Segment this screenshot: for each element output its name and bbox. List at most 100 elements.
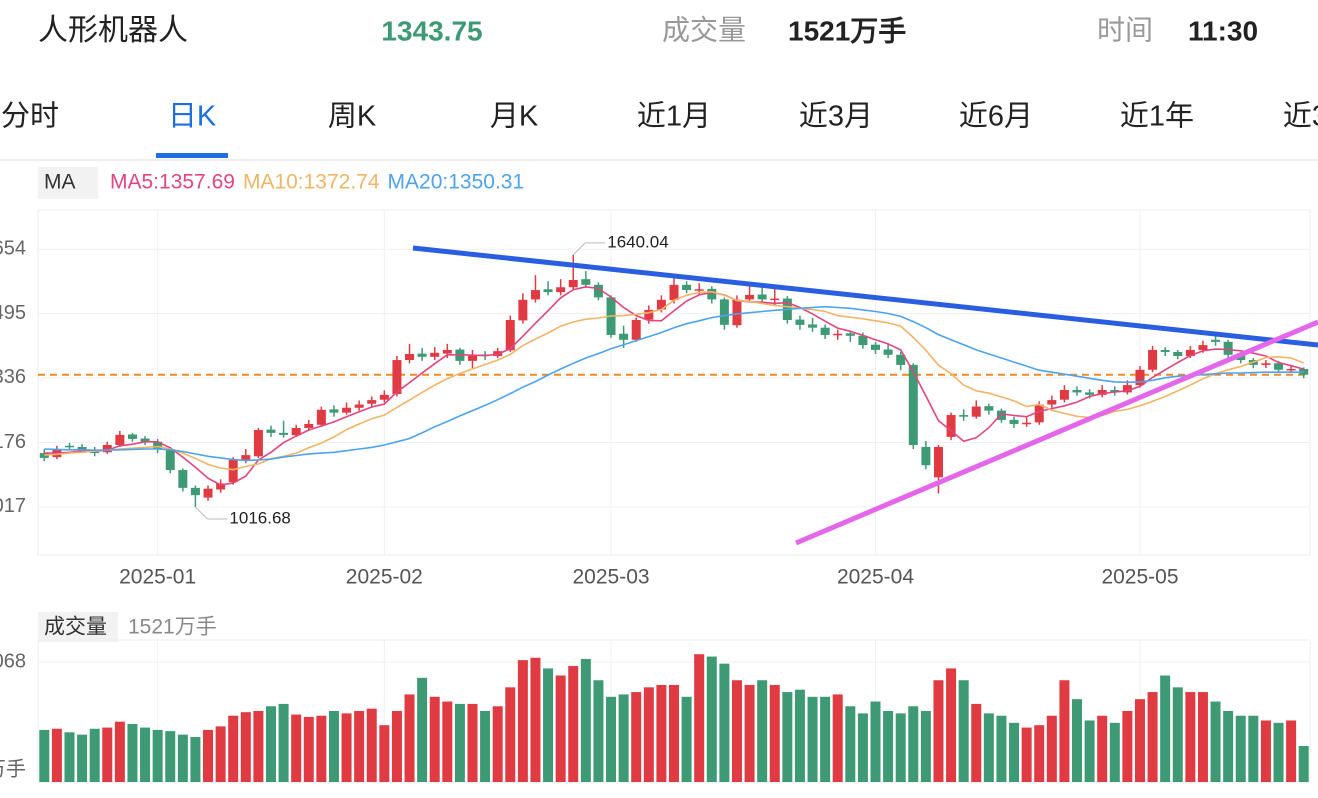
volume-bar xyxy=(618,694,629,782)
candle-body xyxy=(1299,368,1309,375)
candle-body xyxy=(153,441,163,450)
candle-body xyxy=(178,470,188,488)
x-tick-label: 2025-02 xyxy=(346,566,423,589)
volume-bar xyxy=(794,689,805,782)
volume-bar xyxy=(127,724,138,782)
volume-bar xyxy=(1248,715,1259,782)
candle-body xyxy=(279,432,289,435)
legend-entry: MA20:1350.31 xyxy=(388,171,525,194)
volume-bar xyxy=(1134,699,1145,782)
candle-body xyxy=(820,327,830,335)
x-tick-label: 2025-04 xyxy=(837,566,914,589)
volume-bar xyxy=(958,680,969,782)
candle-body xyxy=(1160,349,1170,352)
candle-body xyxy=(467,354,477,361)
volume-bar xyxy=(341,713,352,782)
candle-body xyxy=(64,445,74,448)
volume-bar xyxy=(1009,722,1020,782)
volume-bar xyxy=(769,684,780,782)
candle-body xyxy=(1173,351,1183,357)
volume-bar xyxy=(77,734,88,782)
candle-body xyxy=(304,423,314,429)
tab[interactable]: 近6月 xyxy=(959,100,1033,133)
volume-bar xyxy=(920,711,931,782)
volume-bar xyxy=(593,680,604,782)
tab[interactable]: 分时 xyxy=(1,100,59,133)
candle-body xyxy=(631,320,641,340)
candle-body xyxy=(203,488,213,498)
volume-bar xyxy=(165,731,176,782)
volume-bar xyxy=(706,656,717,782)
candle-body xyxy=(908,364,918,445)
volume-bar xyxy=(303,716,314,782)
volume-bar xyxy=(102,727,113,782)
volume-bar xyxy=(543,668,554,782)
ma-line xyxy=(44,285,1304,486)
ma-line xyxy=(44,305,1304,462)
volume-bar xyxy=(946,668,957,782)
candle-body xyxy=(757,294,767,300)
candle-body xyxy=(102,444,112,453)
candle-body xyxy=(644,309,654,320)
candle-body xyxy=(291,428,301,436)
volume-bar xyxy=(908,706,919,782)
volume-bar xyxy=(631,692,642,782)
tab[interactable]: 近1月 xyxy=(637,100,711,133)
candle-body xyxy=(379,394,389,400)
candle-body xyxy=(392,360,402,395)
candle-body xyxy=(1085,392,1095,395)
volume-bar xyxy=(681,696,692,782)
tab[interactable]: 月K xyxy=(490,101,539,133)
candle-body xyxy=(845,333,855,336)
volume-bar xyxy=(442,701,453,782)
volume-bar xyxy=(1109,722,1120,782)
volume-bar xyxy=(278,703,289,782)
candle-body xyxy=(656,299,666,310)
candle-body xyxy=(593,284,603,298)
candle-body xyxy=(417,353,427,357)
candle-body xyxy=(1185,349,1195,357)
candle-body xyxy=(745,294,755,300)
volume-box xyxy=(38,612,118,642)
candle-body xyxy=(619,333,629,340)
tab[interactable]: 周K xyxy=(328,101,377,133)
trend-line xyxy=(412,245,1318,348)
candle-body xyxy=(896,354,906,365)
tab[interactable]: 日K xyxy=(168,101,217,133)
x-tick-label: 2025-01 xyxy=(119,566,196,589)
volume-bar xyxy=(454,703,465,782)
candle-body xyxy=(858,335,868,346)
tab-underline xyxy=(156,153,228,158)
tab[interactable]: 近3月 xyxy=(799,100,873,133)
tab[interactable]: 近3年 xyxy=(1283,100,1318,133)
candle-body xyxy=(1110,389,1120,393)
volume-bar xyxy=(1235,715,1246,782)
candle-body xyxy=(883,349,893,355)
volume-bar xyxy=(467,703,478,782)
volume-bar xyxy=(89,728,100,782)
volume-bar xyxy=(505,687,516,782)
candle-body xyxy=(959,415,969,417)
tab[interactable]: 近1年 xyxy=(1120,100,1194,133)
candle-body xyxy=(140,438,150,442)
candle-body xyxy=(984,406,994,411)
candle-body xyxy=(190,487,200,496)
legend-title: MA xyxy=(44,171,76,194)
volume-bar xyxy=(492,706,503,782)
candle-body xyxy=(228,459,238,483)
candle-body xyxy=(808,324,818,328)
y-tick-label: 1654 xyxy=(0,238,26,260)
time-label: 时间 xyxy=(1097,14,1153,45)
candle-body xyxy=(833,333,843,336)
x-tick-label: 2025-05 xyxy=(1101,566,1178,589)
volume-bar xyxy=(1260,720,1271,782)
volume-bar xyxy=(731,680,742,782)
candle-body xyxy=(1009,419,1019,424)
y-tick-label: 1017 xyxy=(0,495,26,517)
candle-body xyxy=(1097,389,1107,395)
volume-bar xyxy=(114,721,125,782)
volume-bar xyxy=(870,701,881,782)
volume-bar xyxy=(1021,727,1032,782)
candle-body xyxy=(430,352,440,357)
candle-body xyxy=(682,284,692,291)
